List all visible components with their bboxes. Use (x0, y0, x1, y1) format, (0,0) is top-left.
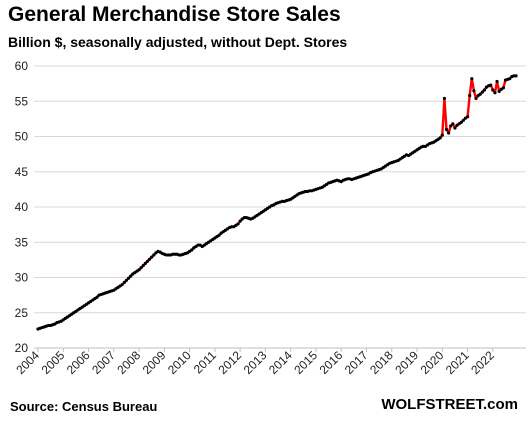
data-point (474, 96, 478, 101)
x-tick-label: 2009 (140, 348, 169, 377)
data-point (495, 79, 499, 84)
x-tick-label: 2020 (418, 348, 447, 377)
data-point (447, 131, 451, 135)
x-tick-label: 2005 (39, 348, 68, 377)
data-point (124, 278, 129, 282)
x-tick-label: 2018 (367, 348, 396, 377)
data-point (217, 233, 221, 237)
data-point (459, 120, 463, 124)
data-point (501, 86, 505, 90)
x-tick-label: 2017 (342, 348, 371, 377)
data-point (465, 115, 470, 119)
data-point (150, 255, 154, 259)
data-point (489, 83, 493, 87)
x-tick-label: 2015 (291, 348, 320, 377)
data-point (152, 253, 156, 257)
x-tick-label: 2010 (165, 348, 194, 377)
x-tick-label: 2006 (64, 348, 93, 377)
data-point (120, 282, 124, 287)
data-point (238, 219, 242, 223)
y-tick-label: 40 (15, 200, 29, 214)
x-tick-label: 2022 (468, 348, 497, 377)
x-tick-label: 2021 (443, 348, 472, 377)
brand-logo-text: WOLFSTREET.com (381, 396, 518, 413)
data-point (449, 124, 453, 128)
x-tick-label: 2013 (241, 348, 270, 377)
data-point (438, 136, 442, 140)
chart-title: General Merchandise Store Sales (8, 3, 341, 26)
data-point (451, 122, 455, 126)
data-point (148, 257, 152, 261)
x-axis: 2004200520062007200820092010201120122013… (13, 347, 526, 377)
x-tick-label: 2011 (191, 348, 219, 376)
source-note: Source: Census Bureau (10, 399, 158, 414)
data-point (95, 295, 99, 299)
data-point (461, 118, 465, 122)
x-tick-label: 2012 (215, 348, 244, 377)
data-point (145, 259, 150, 263)
data-point (122, 280, 126, 285)
data-point (514, 74, 518, 78)
data-point (497, 89, 501, 93)
data-point (470, 77, 474, 81)
y-tick-label: 30 (15, 271, 29, 285)
x-tick-label: 2008 (114, 348, 143, 377)
data-point (444, 127, 449, 132)
data-point (482, 88, 487, 92)
data-point (143, 261, 147, 265)
y-tick-label: 45 (15, 165, 29, 179)
x-tick-label: 2019 (392, 348, 421, 377)
y-tick-label: 20 (15, 341, 29, 355)
y-tick-label: 35 (15, 235, 29, 249)
x-tick-label: 2016 (317, 348, 346, 377)
series-general-merchandise (36, 74, 518, 331)
data-point (491, 88, 495, 92)
data-point (508, 77, 512, 81)
data-point (442, 96, 447, 101)
y-tick-label: 25 (15, 306, 29, 320)
y-tick-label: 50 (15, 130, 29, 144)
data-point (190, 248, 194, 252)
data-point (126, 276, 131, 280)
data-point (440, 133, 444, 137)
y-axis: 20 25 30 35 40 45 50 55 60 (15, 59, 29, 355)
data-point (493, 91, 497, 95)
data-point (480, 90, 484, 94)
data-point (453, 126, 457, 130)
data-point (472, 89, 476, 93)
y-tick-label: 60 (15, 59, 29, 73)
data-point (468, 94, 472, 98)
x-tick-label: 2014 (266, 348, 295, 377)
data-point (129, 274, 133, 278)
data-point (137, 268, 141, 272)
grid-lines (34, 65, 526, 349)
data-point (141, 263, 145, 268)
y-tick-label: 55 (15, 94, 29, 108)
x-tick-label: 2007 (89, 348, 118, 377)
data-point (139, 266, 143, 270)
data-point (478, 92, 482, 96)
chart-subtitle: Billion $, seasonally adjusted, without … (8, 34, 348, 50)
data-point (236, 222, 240, 226)
